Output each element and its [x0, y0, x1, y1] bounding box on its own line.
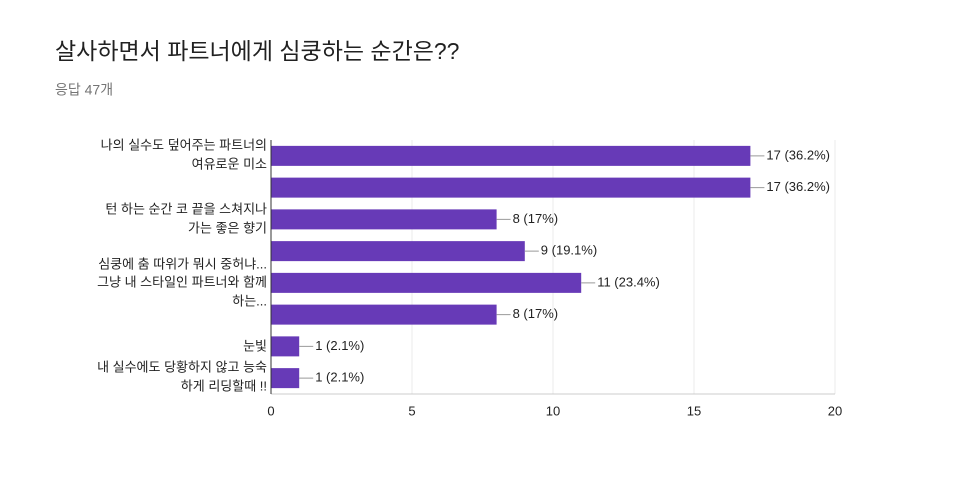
- value-label: 17 (36.2%): [766, 147, 830, 162]
- y-tick-label: 턴 하는 순간 코 끝을 스쳐지나: [105, 201, 267, 216]
- y-tick-label: 하게 리딩할때 !!: [181, 378, 267, 393]
- y-tick-label: 내 실수에도 당황하지 않고 능숙: [97, 359, 267, 374]
- bar: [271, 336, 300, 357]
- y-tick-label: 나의 실수도 덮어주는 파트너의: [101, 137, 267, 152]
- bar: [271, 368, 300, 389]
- bar: [271, 209, 497, 230]
- value-label: 17 (36.2%): [766, 179, 830, 194]
- bar: [271, 272, 582, 293]
- value-label: 9 (19.1%): [541, 243, 597, 258]
- x-tick-label: 5: [408, 403, 415, 418]
- y-tick-label: 눈빛: [243, 338, 267, 353]
- chart-subtitle: 응답 47개: [55, 82, 113, 98]
- y-tick-label: 여유로운 미소: [192, 156, 267, 171]
- value-label: 11 (23.4%): [597, 274, 660, 289]
- x-tick-label: 20: [828, 403, 842, 418]
- bar: [271, 304, 497, 325]
- value-label: 8 (17%): [513, 306, 559, 321]
- bar: [271, 177, 751, 198]
- x-tick-label: 0: [267, 403, 274, 418]
- value-label: 8 (17%): [513, 211, 559, 226]
- chart-title: 살사하면서 파트너에게 심쿵하는 순간은??: [55, 38, 459, 64]
- y-tick-label: 심쿵에 춤 따위가 뭐시 중허냐...: [98, 256, 267, 271]
- x-tick-label: 10: [546, 403, 560, 418]
- y-tick-label: 하는...: [232, 293, 267, 308]
- y-tick-label: 가는 좋은 향기: [188, 220, 267, 235]
- y-tick-label: 그냥 내 스타일인 파트너와 함께: [97, 274, 267, 289]
- value-label: 1 (2.1%): [315, 338, 364, 353]
- value-label: 1 (2.1%): [315, 370, 364, 385]
- bar: [271, 145, 751, 166]
- x-tick-label: 15: [687, 403, 701, 418]
- bar: [271, 241, 525, 262]
